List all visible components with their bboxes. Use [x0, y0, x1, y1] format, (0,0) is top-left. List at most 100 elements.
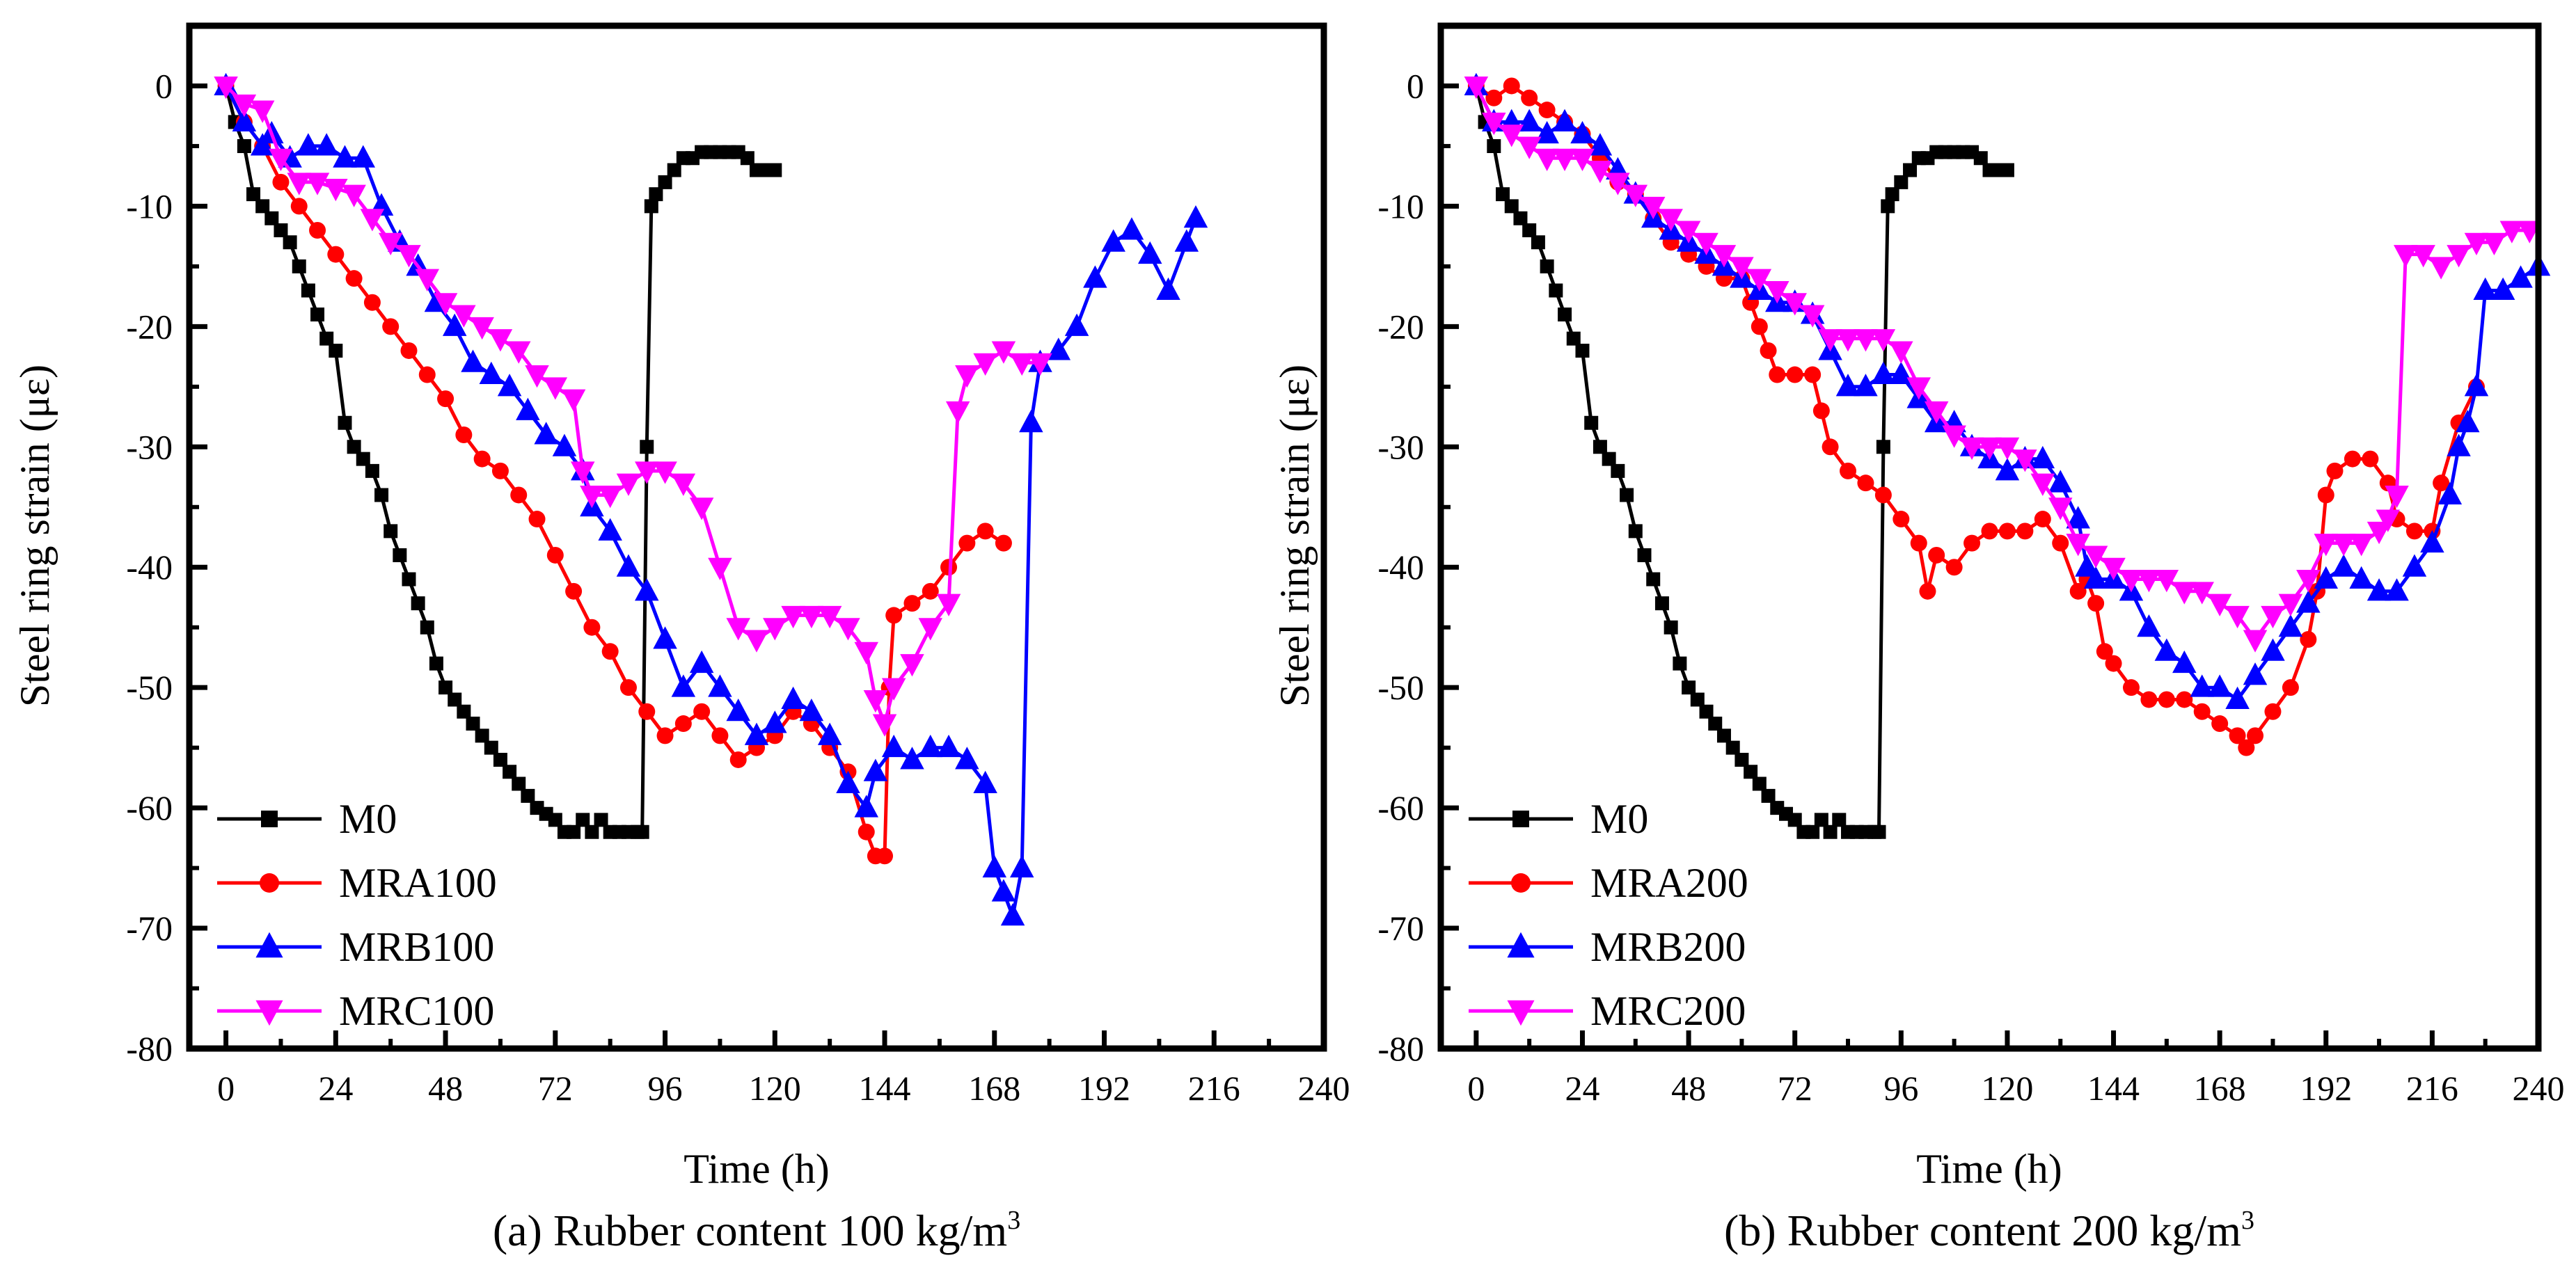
panel-b-ylabel: Steel ring strain (με): [1272, 365, 1318, 707]
panel-a-point-M0: [292, 259, 306, 273]
panel-a-point-M0: [329, 343, 343, 358]
panel-b-point-MRC200: [1464, 76, 1489, 99]
y-tick-label: -70: [1377, 909, 1424, 948]
panel-a-point-M0: [420, 620, 434, 635]
panel-b-point-MRA200: [1981, 523, 1998, 540]
panel-b-point-M0: [1872, 824, 1886, 839]
panel-b-point-M0: [1761, 788, 1776, 803]
panel-a-point-M0: [356, 452, 370, 466]
panel-b-point-M0: [1699, 704, 1714, 719]
panel-a-point-MRB100: [1064, 313, 1089, 336]
panel-b-point-MRA200: [2140, 691, 2158, 708]
panel-b-point-MRB200: [2437, 481, 2463, 504]
panel-b-point-MRC200: [1977, 437, 2002, 461]
y-tick-label: -50: [1377, 668, 1424, 707]
panel-b-point-M0: [1814, 813, 1828, 827]
legend-label: MRB100: [339, 924, 494, 970]
panel-a-point-M0: [402, 572, 416, 587]
legend-marker: [261, 811, 278, 827]
panel-b-point-MRC200: [2137, 570, 2161, 593]
panel-a-point-MRA100: [382, 318, 400, 335]
panel-b-point-M0: [1496, 187, 1510, 202]
panel-a-point-MRC100: [918, 618, 943, 641]
panel-b-point-MRA200: [1945, 559, 1963, 576]
y-tick-label: -10: [1377, 186, 1424, 225]
panel-a-legend: M0 MRA100 MRB100 MRC100: [217, 796, 497, 1034]
legend-label: M0: [339, 796, 397, 842]
panel-a-point-MRC100: [744, 630, 769, 653]
panel-b-point-MRA200: [1840, 462, 1857, 479]
panel-a-point-MRA100: [546, 546, 564, 564]
legend-label: MRA100: [339, 860, 497, 906]
panel-a-point-MRC100: [955, 365, 979, 388]
panel-b-point-MRC200: [2464, 232, 2489, 256]
x-tick-label: 168: [2194, 1069, 2246, 1108]
panel-a-point-MRB100: [1083, 265, 1107, 288]
panel-b-point-MRB200: [2243, 662, 2268, 685]
panel-b: 0 24 48 72 96 120 144 168 192 216 240 0 -10 -20 -30 -4…: [1272, 22, 2565, 1255]
panel-a-point-MRC100: [1028, 353, 1052, 376]
panel-b-point-MRA200: [2264, 703, 2282, 720]
panel-a-point-MRB100: [854, 795, 878, 818]
panel-a-point-MRA100: [491, 462, 509, 479]
panel-a-point-MRC100: [991, 341, 1016, 364]
panel-a-point-MRC100: [598, 485, 622, 509]
panel-a-caption-sup: 3: [1007, 1206, 1020, 1235]
panel-b-point-MRC200: [2207, 593, 2232, 616]
panel-a-point-MRB100: [296, 133, 321, 156]
panel-a-point-MRA100: [345, 270, 363, 287]
legend-marker: [255, 1000, 283, 1026]
x-tick-label: 216: [2406, 1069, 2458, 1108]
panel-b-xlabel: Time (h): [1916, 1146, 2062, 1192]
y-tick-label: 0: [1407, 66, 1424, 105]
panel-b-point-MRA200: [2193, 703, 2211, 720]
legend-item-MRB200: MRB200: [1469, 924, 1746, 970]
panel-a-point-MRC100: [936, 593, 961, 616]
panel-a-point-M0: [503, 765, 517, 779]
legend-marker: [260, 873, 279, 893]
panel-a-point-MRC100: [561, 389, 586, 412]
legend-label: MRA200: [1590, 860, 1748, 906]
panel-a-point-M0: [644, 199, 658, 214]
x-tick-label: 144: [859, 1069, 911, 1108]
panel-b-point-MRC200: [2225, 605, 2250, 629]
panel-b-point-M0: [1787, 813, 1802, 827]
panel-a-point-MRA100: [858, 823, 875, 840]
panel-b-point-M0: [1654, 596, 1669, 611]
panel-b-point-MRA200: [1786, 366, 1803, 383]
legend-item-MRA200: MRA200: [1469, 860, 1748, 906]
panel-a-point-MRC100: [570, 461, 595, 484]
panel-a-point-M0: [567, 824, 581, 839]
panel-a-point-MRB100: [616, 554, 641, 577]
panel-a-point-MRC100: [872, 714, 897, 737]
panel-b-point-MRC200: [2447, 245, 2471, 268]
panel-b-point-MRC200: [2013, 449, 2037, 472]
panel-b-line-M0: [1474, 85, 2007, 834]
panel-a-point-MRC100: [250, 100, 275, 123]
y-tick-label: -50: [126, 668, 173, 707]
panel-b-point-MRC200: [1747, 269, 1772, 292]
panel-b-point-MRA200: [1963, 534, 1981, 552]
x-tick-label: 72: [1778, 1069, 1812, 1108]
panel-b-point-MRC200: [1800, 305, 1825, 328]
panel-a-point-MRB100: [863, 758, 888, 781]
panel-a-point-M0: [283, 235, 297, 250]
panel-a-point-MRA100: [876, 847, 894, 865]
panel-a-point-M0: [246, 187, 261, 202]
panel-b-legend: M0 MRA200 MRB200 MRC200: [1469, 796, 1748, 1034]
panel-b-point-MRC200: [1730, 257, 1754, 280]
panel-a-point-MRB100: [671, 674, 696, 697]
panel-b-point-M0: [1832, 813, 1847, 827]
panel-a-point-M0: [338, 415, 352, 430]
panel-b-point-M0: [1903, 163, 1918, 177]
panel-b-point-MRB200: [2261, 638, 2285, 661]
panel-a-plot: [214, 72, 1208, 926]
panel-a-point-MRC100: [763, 618, 787, 641]
panel-b-point-MRA200: [2433, 475, 2450, 492]
panel-b-point-M0: [1575, 343, 1590, 358]
panel-b-point-MRA200: [2326, 462, 2344, 479]
panel-b-point-MRC200: [1783, 293, 1807, 316]
panel-b-point-MRC200: [1959, 437, 1984, 461]
panel-a-point-MRC100: [817, 605, 842, 629]
panel-a-point-MRC100: [854, 642, 878, 665]
